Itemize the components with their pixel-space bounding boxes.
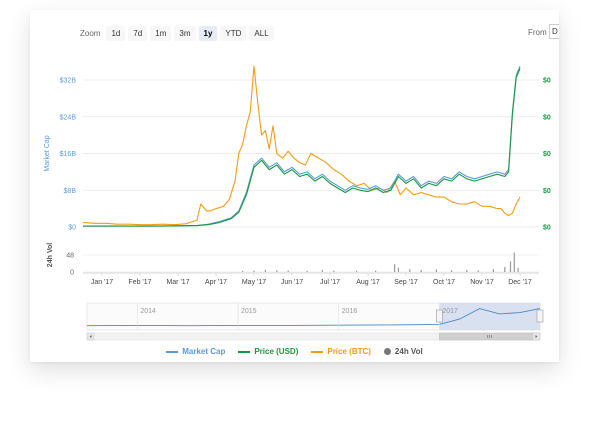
zoom-3m-button[interactable]: 3m xyxy=(174,25,196,41)
vol-bar xyxy=(264,269,266,272)
y-tick-label: $24B xyxy=(60,114,77,121)
zoom-1y-button[interactable]: 1y xyxy=(198,25,218,41)
vol-bar xyxy=(509,261,512,272)
vol-bar xyxy=(477,270,479,272)
x-tick-label: Sep '17 xyxy=(394,279,418,286)
legend-swatch xyxy=(166,350,179,353)
vol-bar xyxy=(397,267,399,272)
zoom-7d-button[interactable]: 7d xyxy=(128,25,148,41)
navigator-handle[interactable] xyxy=(536,309,544,323)
legend-item-market-cap[interactable]: Market Cap xyxy=(166,347,225,356)
x-tick-label: Jan '17 xyxy=(91,279,113,286)
y-right-tick-label: $0 xyxy=(543,114,551,121)
legend-item-price-btc[interactable]: Price (BTC) xyxy=(311,347,371,356)
legend-swatch xyxy=(238,350,251,353)
vol-bar xyxy=(333,270,335,272)
zoom-1m-button[interactable]: 1m xyxy=(150,25,172,41)
zoom-1d-button[interactable]: 1d xyxy=(106,25,126,41)
y-right-tick-label: $0 xyxy=(543,78,551,85)
legend-swatch xyxy=(311,350,324,353)
x-tick-label: Nov '17 xyxy=(470,279,494,286)
x-tick-label: Jun '17 xyxy=(281,279,303,286)
x-tick-label: Jul '17 xyxy=(320,279,340,286)
vol-bar xyxy=(517,267,519,272)
from-label: From xyxy=(528,28,547,37)
vol-bar xyxy=(409,269,411,272)
vol-axis-title: 24h Vol xyxy=(47,243,54,267)
vol-bar xyxy=(466,269,468,272)
navigator-year-label: 2014 xyxy=(140,308,156,315)
vol-bar xyxy=(356,270,358,272)
navigator-year-label: 2017 xyxy=(442,308,458,315)
y-tick-label: $32B xyxy=(60,78,77,85)
legend-label: Market Cap xyxy=(182,347,226,356)
x-tick-label: Apr '17 xyxy=(205,279,227,286)
x-tick-label: May '17 xyxy=(242,279,266,286)
y-right-tick-label: $0 xyxy=(543,225,551,232)
vol-bar xyxy=(435,269,437,272)
vol-bar xyxy=(253,270,255,272)
x-tick-label: Dec '17 xyxy=(508,279,532,286)
x-tick-label: Oct '17 xyxy=(433,279,455,286)
legend-label: Price (BTC) xyxy=(327,347,371,356)
chart-card: Zoom 1d 7d 1m 3m 1y YTD ALL From $0 $0 $8B… xyxy=(30,10,559,362)
navigator-year-label: 2016 xyxy=(342,308,358,315)
chevron-right-icon xyxy=(535,335,538,338)
vol-tick-label: 48 xyxy=(66,253,74,260)
zoom-all-button[interactable]: ALL xyxy=(249,25,274,41)
price-chart: $0 $0 $8B $0 $16B $0 $24B $0 $32B $0 Market Cap 0 48… xyxy=(44,65,551,341)
y-tick-label: $16B xyxy=(60,151,77,158)
vol-bar xyxy=(321,269,323,272)
series-line-market-cap xyxy=(83,65,521,227)
x-tick-label: Feb '17 xyxy=(128,279,151,286)
x-tick-label: Aug '17 xyxy=(356,279,380,286)
y-right-tick-label: $0 xyxy=(543,151,551,158)
legend-swatch xyxy=(383,348,391,355)
zoom-label: Zoom xyxy=(80,28,101,38)
y-right-tick-label: $0 xyxy=(543,188,551,195)
vol-tick-label: 0 xyxy=(70,270,74,277)
legend: Market Cap Price (USD) Price (BTC) 24h V… xyxy=(30,347,559,356)
x-tick-label: Mar '17 xyxy=(166,279,189,286)
vol-bar xyxy=(394,264,396,272)
vol-bar xyxy=(287,270,289,272)
legend-item-price-usd[interactable]: Price (USD) xyxy=(238,347,298,356)
vol-bar xyxy=(451,270,453,272)
zoom-ytd-button[interactable]: YTD xyxy=(220,25,247,41)
series-line-price-usd xyxy=(83,68,521,227)
navigator-handle[interactable] xyxy=(436,309,443,323)
y-tick-label: $8B xyxy=(64,188,77,195)
vol-bar xyxy=(420,269,422,272)
vol-bar xyxy=(276,270,278,272)
zoom-bar: Zoom 1d 7d 1m 3m 1y YTD ALL xyxy=(80,24,274,42)
legend-label: 24h Vol xyxy=(394,347,423,356)
navigator-line xyxy=(86,308,541,327)
vol-bar xyxy=(492,269,494,272)
y-axis-title: Market Cap xyxy=(44,135,51,171)
chevron-left-icon xyxy=(89,335,92,338)
vol-bar xyxy=(504,267,506,272)
from-date-input[interactable] xyxy=(549,24,559,39)
navigator-selection xyxy=(439,303,540,330)
legend-item-24h-vol[interactable]: 24h Vol xyxy=(383,347,423,356)
vol-bar xyxy=(375,270,377,272)
vol-bar xyxy=(306,270,308,272)
y-tick-label: $0 xyxy=(68,225,76,232)
navigator-year-label: 2015 xyxy=(241,308,257,315)
legend-label: Price (USD) xyxy=(254,347,299,356)
series-line-price-btc xyxy=(82,65,521,226)
vol-bar xyxy=(513,252,515,272)
vol-bar xyxy=(242,270,244,272)
